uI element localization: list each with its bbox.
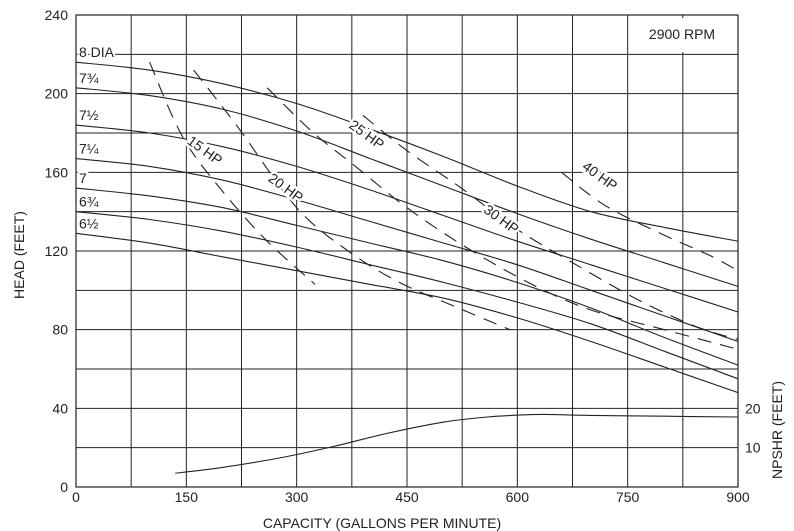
y-tick-label: 240: [45, 7, 69, 23]
y2-tick-label: 20: [745, 400, 761, 416]
x-tick-label: 750: [616, 489, 640, 505]
impeller-curves: [75, 61, 739, 394]
x-tick-label: 150: [175, 489, 199, 505]
diameter-label: 8 DIA: [79, 44, 115, 60]
rpm-label: 2900 RPM: [649, 26, 715, 42]
horsepower-lines: [149, 61, 739, 350]
hp-line: [149, 61, 316, 285]
impeller-curve: [75, 87, 739, 287]
hp-line: [266, 87, 739, 350]
y-tick-label: 40: [52, 400, 68, 416]
impeller-curve: [75, 158, 739, 343]
diameter-label: 7½: [79, 107, 99, 123]
y-tick-label: 160: [45, 164, 69, 180]
hp-label: 30 HP: [481, 201, 522, 237]
diameter-label: 7¾: [79, 70, 99, 86]
hp-line: [193, 69, 511, 331]
diameter-label: 7: [79, 170, 87, 186]
impeller-curve: [75, 187, 739, 366]
x-tick-label: 300: [285, 489, 309, 505]
diameter-label: 6¾: [79, 194, 99, 210]
y-tick-label: 200: [45, 86, 69, 102]
plot-frame: [75, 14, 739, 488]
x-axis-title: CAPACITY (GALLONS PER MINUTE): [263, 515, 501, 531]
x-tick-label: 0: [72, 489, 80, 505]
y-tick-label: 120: [45, 243, 69, 259]
y-axis-title: HEAD (FEET): [11, 211, 27, 299]
diameter-label: 6½: [79, 215, 99, 231]
y-tick-label: 80: [52, 322, 68, 338]
y2-tick-label: 10: [745, 440, 761, 456]
rpm-box-frame: [633, 18, 734, 52]
x-tick-label: 900: [726, 489, 750, 505]
hp-label: 40 HP: [580, 158, 621, 194]
hp-label: 20 HP: [265, 170, 306, 206]
y2-axis-title: NPSHR (FEET): [769, 381, 785, 479]
x-tick-label: 450: [395, 489, 419, 505]
npshr-curve: [175, 413, 739, 474]
impeller-curve: [75, 232, 739, 394]
grid: [76, 15, 738, 487]
diameter-label: 7¼: [79, 141, 99, 157]
hp-label: 25 HP: [346, 117, 387, 153]
hp-line: [362, 114, 739, 341]
impeller-curve: [75, 124, 739, 313]
hp-line: [561, 171, 739, 272]
npshr-curve-group: [175, 413, 739, 474]
x-tick-label: 600: [506, 489, 530, 505]
impeller-curve: [75, 211, 739, 380]
impeller-curve: [75, 61, 739, 242]
y-tick-label: 0: [60, 479, 68, 495]
tick-labels: 0 150 300 450 600 750 900 0 40 80 120 160 200 240 10 20: [45, 7, 761, 505]
